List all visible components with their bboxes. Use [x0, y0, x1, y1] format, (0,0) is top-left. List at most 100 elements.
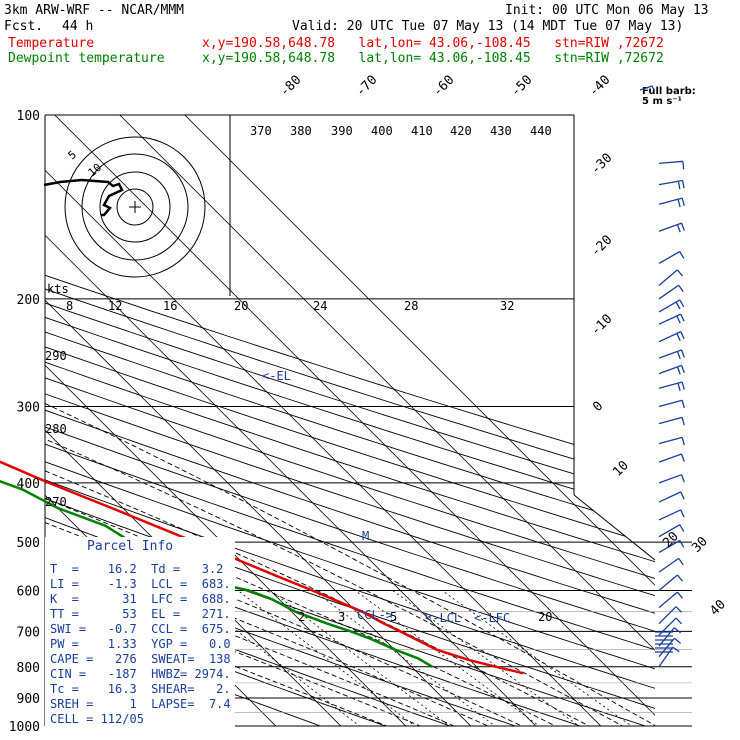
isotherm-label: -50 — [508, 73, 535, 100]
temperature-legend: Temperature — [8, 36, 95, 51]
isotherm-label: -40 — [586, 73, 613, 100]
hodograph-trace — [43, 178, 124, 217]
parcel-row: T = 16.2 Td = 3.2 — [50, 562, 224, 576]
parcel-row: CAPE = 276 SWEAT= 138 — [50, 652, 231, 666]
level-annotation: CCL-> — [357, 608, 393, 622]
parcel-row: K = 31 LFC = 688. — [50, 592, 231, 606]
dry-adiabat — [45, 115, 655, 726]
wind-barb — [658, 299, 685, 313]
wind-barb — [658, 591, 684, 609]
isotherm-label: 40 — [707, 597, 729, 619]
wind-barb — [658, 509, 685, 521]
wind-barb — [658, 197, 685, 208]
moist-adiabat — [45, 298, 582, 726]
isotherm-label: -70 — [353, 73, 380, 100]
dry-adiabat — [45, 115, 655, 726]
wind-barb — [658, 524, 685, 538]
mixing-ratio-label: 20 — [538, 610, 552, 624]
dry-adiabat — [45, 115, 655, 726]
forecast-label: Fcst. — [4, 19, 44, 34]
theta-label: 440 — [530, 124, 552, 138]
mixing-ratio-label: 2 — [298, 610, 305, 624]
isotherm-label: -30 — [588, 151, 615, 178]
speed-scale-label: 32 — [500, 299, 514, 313]
isotherm — [45, 115, 655, 726]
parcel-info-title: Parcel Info — [87, 539, 174, 554]
hodograph-ring-label: 5 — [66, 148, 79, 162]
theta-label: 430 — [490, 124, 512, 138]
forecast-hour: 44 h — [62, 19, 94, 34]
hodograph-ring — [116, 188, 154, 226]
mixing-ratio-line — [185, 590, 377, 726]
pressure-tick-label: 100 — [17, 109, 40, 124]
dry-adiabat — [45, 115, 655, 726]
parcel-row: SWI = -0.7 CCL = 675. — [50, 622, 231, 636]
wind-barb — [658, 381, 685, 391]
hodograph-ring — [99, 171, 171, 243]
parcel-row: TT = 53 EL = 271. — [50, 607, 231, 621]
isotherm — [45, 115, 614, 726]
theta-label: 400 — [371, 124, 393, 138]
level-annotation: M — [362, 529, 369, 543]
wind-barb — [658, 627, 682, 647]
wind-barb — [658, 349, 685, 360]
speed-scale-label: 16 — [163, 299, 177, 313]
wind-barb — [658, 364, 685, 375]
moist-adiabat — [45, 298, 655, 726]
dewpoint-legend: Dewpoint temperature — [8, 51, 165, 66]
dry-adiabat — [45, 115, 655, 726]
theta-label: 420 — [450, 124, 472, 138]
wind-barb — [658, 313, 685, 325]
wind-barb — [658, 269, 683, 286]
barb-legend-icon — [639, 85, 655, 91]
valid-time: Valid: 20 UTC Tue 07 May 13 (14 MDT Tue … — [292, 19, 684, 34]
temperature-profile — [0, 460, 524, 675]
wind-barb — [658, 222, 685, 233]
parcel-info-panel: Parcel Info T = 16.2 Td = 3.2 LI = -1.3 … — [45, 537, 235, 727]
theta-label: 380 — [290, 124, 312, 138]
wind-barb — [658, 436, 685, 446]
dry-adiabat — [45, 115, 655, 726]
model-title: 3km ARW-WRF -- NCAR/MMM — [4, 3, 185, 18]
isotherm — [156, 115, 655, 726]
barb-legend-label: Full barb: — [642, 86, 696, 97]
dry-adiabat — [45, 115, 423, 726]
theta-label: 270 — [45, 495, 67, 509]
speed-scale-label: 8 — [66, 299, 73, 313]
temperature-station-info: x,y=190.58,648.78 lat,lon= 43.06,-108.45… — [202, 36, 664, 51]
dewpoint-station-info: x,y=190.58,648.78 lat,lon= 43.06,-108.45… — [202, 51, 664, 66]
isotherm-label: -60 — [430, 73, 457, 100]
dry-adiabat — [45, 115, 655, 726]
dry-adiabat — [45, 115, 655, 726]
wind-barb — [658, 539, 685, 554]
parcel-row: LI = -1.3 LCL = 683. — [50, 577, 231, 591]
moist-adiabat — [45, 298, 549, 726]
isotherm — [91, 115, 655, 726]
speed-scale-label: 20 — [234, 299, 248, 313]
isotherm-label: 20 — [660, 529, 682, 551]
hodograph-ring — [81, 153, 189, 261]
hodograph-center — [129, 201, 141, 213]
isotherm-label: 10 — [610, 458, 632, 480]
wind-barb — [658, 416, 685, 426]
dry-adiabat — [45, 115, 655, 726]
init-time: Init: 00 UTC Mon 06 May 13 — [505, 3, 709, 18]
pressure-tick-label: 1000 — [9, 720, 40, 735]
isotherm-label: -10 — [588, 312, 615, 339]
theta-label: 410 — [411, 124, 433, 138]
dry-adiabat — [45, 115, 655, 726]
isotherm-label: -80 — [277, 73, 304, 100]
hodograph-ring-label: 10 — [86, 161, 105, 179]
wind-barb — [658, 250, 685, 265]
dewpoint-profile — [0, 480, 434, 668]
theta-label: 370 — [250, 124, 272, 138]
wind-barb — [658, 399, 685, 409]
pressure-tick-label: 200 — [17, 293, 40, 308]
dry-adiabat — [45, 115, 655, 726]
theta-label: 280 — [45, 422, 67, 436]
theta-label: 390 — [331, 124, 353, 138]
isotherm — [45, 115, 419, 726]
speed-scale-label: 28 — [404, 299, 418, 313]
